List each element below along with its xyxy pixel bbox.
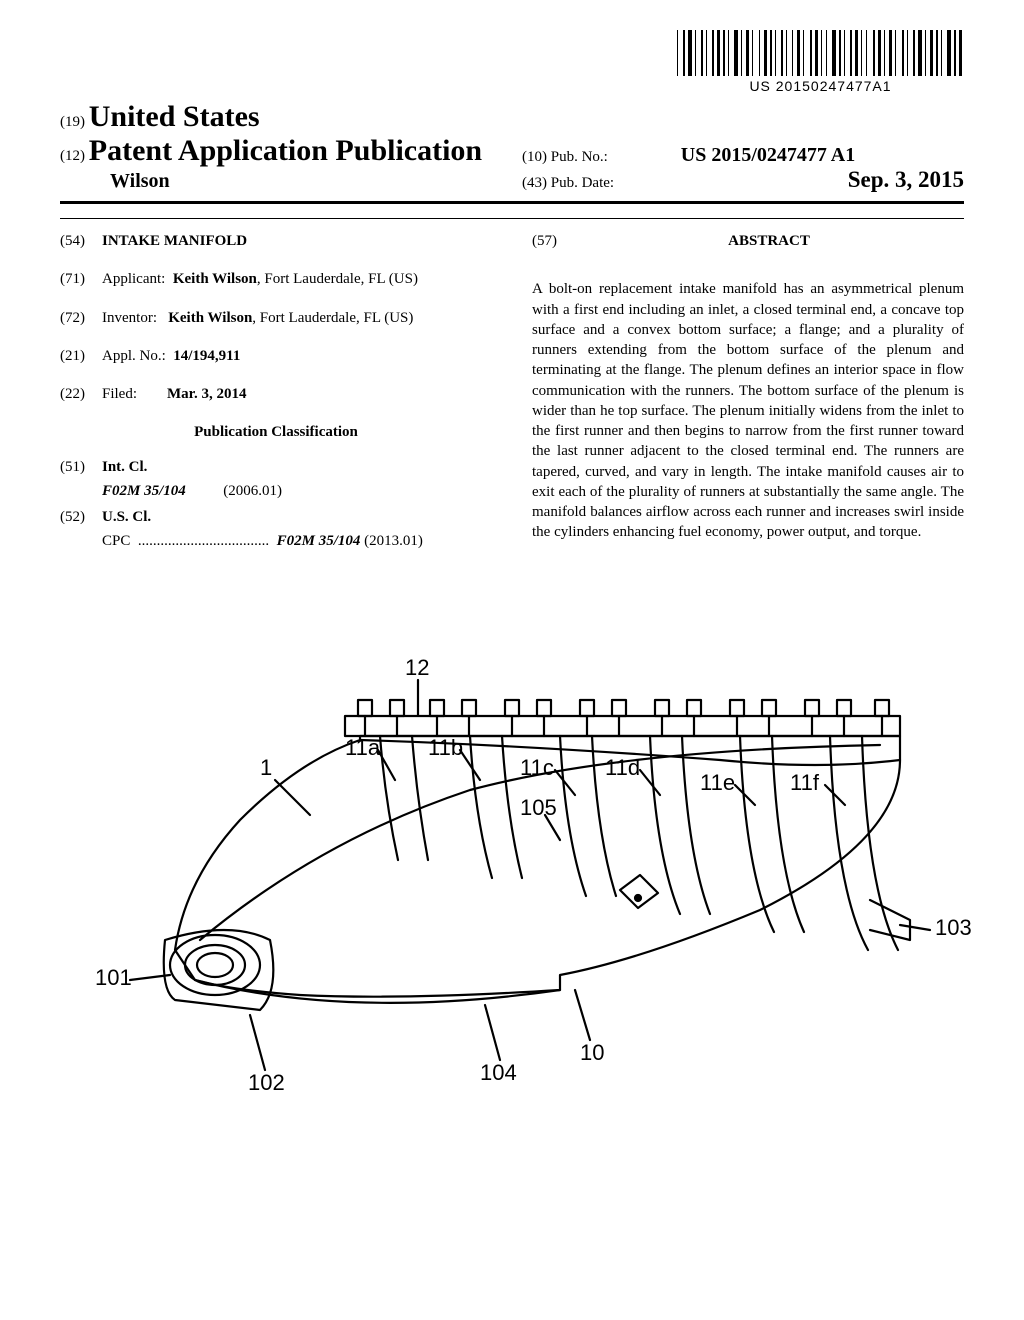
fig-label-11d: 11d [605,755,640,780]
applicant-label: Applicant: [102,271,165,287]
divider-thin [60,218,964,219]
pubclass-heading: Publication Classification [60,422,492,442]
inventor-code: (72) [60,308,102,328]
abstract-code: (57) [532,231,574,265]
invention-title: INTAKE MANIFOLD [102,233,247,249]
filed-code: (22) [60,384,102,404]
uscl-code: (52) [60,507,102,527]
applicant-row: (71) Applicant: Keith Wilson, Fort Laude… [60,269,492,289]
fig-label-104: 104 [480,1060,517,1085]
applicant-name: Keith Wilson [173,271,257,287]
country-name: United States [89,100,260,133]
manifold-drawing: 1 12 11a 11b 11c 11d 11e 11f 105 10 101 … [0,640,1024,1160]
cpc-dots: ................................... [138,533,269,549]
fig-label-101: 101 [95,965,132,990]
fig-label-105: 105 [520,795,557,820]
applno-row: (21) Appl. No.: 14/194,911 [60,346,492,366]
date-code: (43) [522,175,547,192]
fig-label-11b: 11b [428,735,463,760]
applno-label: Appl. No.: [102,348,166,364]
patent-header: (19) United States (12) Patent Applicati… [60,100,964,219]
intcl-class: F02M 35/104 [102,483,186,499]
intcl-year: (2006.01) [223,483,282,499]
uscl-row: (52) U.S. Cl. [60,507,492,527]
intcl-label: Int. Cl. [102,459,147,475]
cpc-label: CPC [102,533,130,549]
fig-label-11c: 11c [520,755,554,780]
filed-label: Filed: [102,386,137,402]
uscl-label: U.S. Cl. [102,509,151,525]
barcode-text: US 20150247477A1 [677,78,964,94]
intcl-row: (51) Int. Cl. [60,457,492,477]
fig-label-12: 12 [405,655,429,680]
fig-label-1: 1 [260,755,272,780]
inventor-location: , Fort Lauderdale, FL (US) [252,310,413,326]
fig-label-102: 102 [248,1070,285,1095]
pub-left: (12) Patent Application Publication Wils… [60,134,502,193]
cpc-class: F02M 35/104 [277,533,361,549]
right-column: (57) ABSTRACT A bolt-on replacement inta… [532,231,964,552]
fig-label-11e: 11e [700,770,735,795]
intcl-code: (51) [60,457,102,477]
intcl-line: F02M 35/104 (2006.01) [102,481,492,501]
applicant-location: , Fort Lauderdale, FL (US) [257,271,418,287]
pubno-code: (10) [522,149,547,166]
applno-code: (21) [60,346,102,366]
fig-label-103: 103 [935,915,972,940]
publication-date: Sep. 3, 2015 [848,167,964,193]
filed-row: (22) Filed: Mar. 3, 2014 [60,384,492,404]
inventor-row: (72) Inventor: Keith Wilson, Fort Lauder… [60,308,492,328]
inventor-short: Wilson [110,170,502,193]
pub-right: (10) Pub. No.: US 2015/0247477 A1 (43) P… [522,144,964,193]
left-column: (54) INTAKE MANIFOLD (71) Applicant: Kei… [60,231,492,552]
country-code: (19) [60,114,85,130]
divider-thick [60,201,964,204]
application-number: 14/194,911 [173,348,240,364]
content-columns: (54) INTAKE MANIFOLD (71) Applicant: Kei… [60,231,964,552]
publication-line: (12) Patent Application Publication Wils… [60,134,964,193]
patent-figure: 1 12 11a 11b 11c 11d 11e 11f 105 10 101 … [0,640,1024,1160]
barcode-section: US 20150247477A1 [677,30,964,94]
country-line: (19) United States [60,100,964,134]
publication-type: Patent Application Publication [89,134,482,167]
cpc-line: CPC ................................... … [102,531,492,551]
inventor-name-full: Keith Wilson [168,310,252,326]
pubno-label: Pub. No.: [551,149,681,166]
abstract-text: A bolt-on replacement intake manifold ha… [532,279,964,542]
applicant-code: (71) [60,269,102,289]
inventor-label: Inventor: [102,310,157,326]
pub-code: (12) [60,148,85,164]
filed-date: Mar. 3, 2014 [167,386,246,402]
cpc-year: (2013.01) [364,533,423,549]
publication-number: US 2015/0247477 A1 [681,144,855,167]
title-row: (54) INTAKE MANIFOLD [60,231,492,251]
date-label: Pub. Date: [551,175,681,192]
barcode-graphic [677,30,964,76]
fig-label-11a: 11a [345,735,381,760]
fig-label-11f: 11f [790,770,820,795]
title-code: (54) [60,231,102,251]
fig-label-10: 10 [580,1040,604,1065]
abstract-heading: ABSTRACT [574,231,964,251]
